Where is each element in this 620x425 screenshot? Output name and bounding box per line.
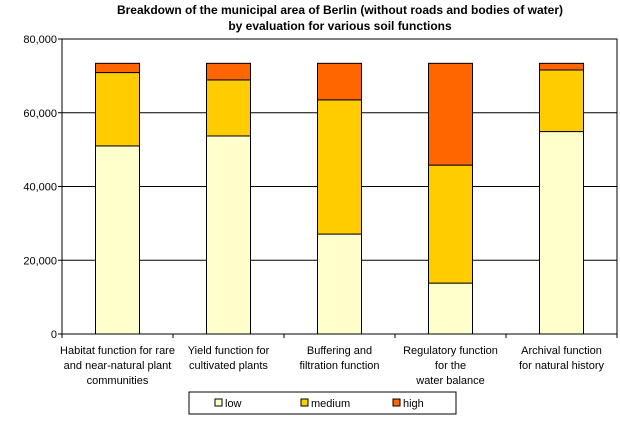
bar-segment-low [428, 282, 473, 335]
bar-segment-high [317, 62, 362, 101]
x-tick-label: for the [435, 360, 466, 372]
bar-segment-high [539, 62, 584, 71]
legend-swatch-medium [300, 398, 309, 407]
y-tick-label: 20,000 [23, 255, 57, 267]
legend-swatch-high [392, 398, 401, 407]
chart-subtitle: by evaluation for various soil functions [228, 19, 452, 33]
bar-segment-medium [95, 72, 140, 147]
bar-segment-medium [539, 69, 584, 133]
legend: low medium high [188, 391, 457, 415]
bar-segment-medium [206, 79, 251, 137]
bar-segment-medium [317, 99, 362, 235]
legend-box [188, 391, 457, 415]
x-tick-label: communities [87, 375, 149, 387]
legend-label-medium: medium [311, 398, 350, 410]
x-tick-label: Habitat function for rare [60, 345, 175, 357]
y-tick-label: 60,000 [23, 108, 57, 120]
legend-label-high: high [403, 398, 424, 410]
x-tick-label: Archival function [521, 345, 602, 357]
bar-segment-low [206, 135, 251, 335]
bar-segment-low [539, 131, 584, 335]
x-tick-label: and near-natural plant [64, 360, 172, 372]
x-tick-label: water balance [415, 375, 485, 387]
bar-segment-high [206, 62, 251, 81]
x-tick-label: Yield function for [188, 345, 270, 357]
x-tick-label: Buffering and [307, 345, 372, 357]
bar-segment-low [317, 233, 362, 335]
legend-swatch-low [214, 398, 223, 407]
x-tick-label: filtration function [299, 360, 379, 372]
x-tick-label: for natural history [519, 360, 604, 372]
bar-segment-medium [428, 164, 473, 284]
x-tick-label: Regulatory function [403, 345, 498, 357]
chart-title: Breakdown of the municipal area of Berli… [117, 3, 563, 17]
legend-label-low: low [225, 398, 242, 410]
y-tick-label: 80,000 [23, 34, 57, 46]
bar-segment-high [428, 62, 473, 166]
y-tick-label: 40,000 [23, 182, 57, 194]
bar-segment-low [95, 145, 140, 335]
x-tick-label: cultivated plants [189, 360, 268, 372]
y-tick-label: 0 [51, 329, 57, 341]
bar-segment-high [95, 62, 140, 74]
